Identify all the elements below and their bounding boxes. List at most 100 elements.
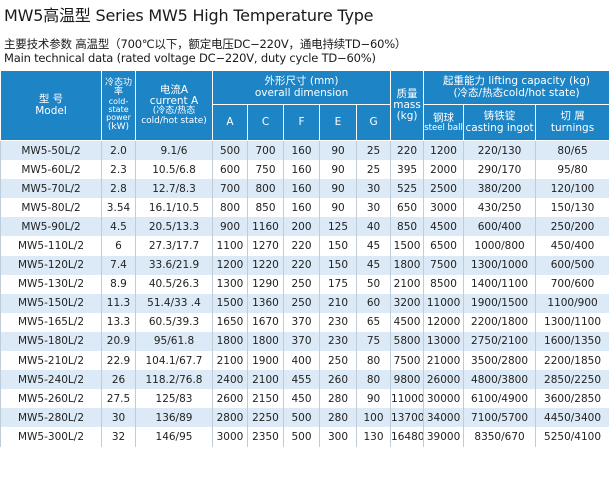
table-cell: 800: [212, 198, 248, 218]
header-dim-g: G: [355, 104, 392, 141]
table-cell: 100: [355, 408, 392, 428]
table-cell: 30000: [423, 389, 465, 409]
table-cell: 700/600: [535, 274, 609, 294]
table-cell: MW5-165L/2: [0, 312, 102, 332]
table-cell: 45: [355, 236, 392, 256]
table-cell: MW5-240L/2: [0, 370, 102, 390]
table-row: MW5-60L/2 2.3 10.5/6.8 600 750 160 90 25 395 2000…: [0, 160, 609, 180]
table-cell: 2200/1800: [463, 312, 537, 332]
table-cell: 75: [355, 331, 392, 352]
table-cell: 300: [319, 427, 357, 447]
table-cell: 750: [247, 160, 284, 180]
table-cell: 400: [283, 351, 320, 371]
header-turnings: 切 屑 turnings: [535, 104, 609, 141]
table-cell: 160: [283, 140, 320, 161]
table-cell: 900: [212, 217, 248, 237]
table-cell: 370: [283, 312, 320, 332]
table-cell: 1300/1000: [463, 255, 537, 275]
table-row: MW5-150L/2 11.3 51.4/33 .4 1500 1360 250 210 60…: [0, 293, 609, 313]
table-cell: 160: [283, 160, 320, 180]
table-cell: 6500: [423, 236, 465, 256]
table-row: MW5-280L/2 30 136/89 2800 2250 500 280 100 13700…: [0, 408, 609, 428]
table-cell: 25: [355, 140, 392, 161]
table-cell: 4450/3400: [535, 408, 609, 428]
table-cell: 30: [355, 198, 392, 218]
table-cell: 7.4: [101, 255, 136, 275]
table-cell: 1900: [247, 351, 284, 371]
table-cell: 40.5/26.3: [135, 274, 213, 294]
table-cell: MW5-260L/2: [0, 389, 102, 409]
table-cell: 7500: [390, 351, 425, 371]
table-cell: 2250: [247, 408, 284, 428]
table-cell: 20.5/13.3: [135, 217, 213, 237]
table-cell: 4.5: [101, 217, 136, 237]
table-cell: 11.3: [101, 293, 136, 313]
table-cell: 120/100: [535, 179, 609, 199]
table-cell: 34000: [423, 408, 465, 428]
table-cell: 32: [101, 427, 136, 447]
table-cell: 16480: [390, 427, 425, 447]
header-dim-a: A: [212, 104, 248, 141]
page-title: MW5高温型 Series MW5 High Temperature Type: [4, 6, 374, 25]
table-cell: 500: [283, 427, 320, 447]
table-cell: 1300: [212, 274, 248, 294]
table-cell: 395: [390, 160, 425, 180]
table-row: MW5-80L/2 3.54 16.1/10.5 800 850 160 90 30 650 30…: [0, 198, 609, 218]
table-cell: MW5-80L/2: [0, 198, 102, 218]
table-row: MW5-120L/2 7.4 33.6/21.9 1200 1220 220 150 45 18…: [0, 255, 609, 275]
table-cell: 90: [319, 140, 357, 161]
table-cell: 250/200: [535, 217, 609, 237]
table-cell: 850: [390, 217, 425, 237]
table-cell: 6100/4900: [463, 389, 537, 409]
table-row: MW5-180L/2 20.9 95/61.8 1800 1800 370 230 75 580…: [0, 331, 609, 352]
table-cell: MW5-70L/2: [0, 179, 102, 199]
table-cell: 90: [319, 179, 357, 199]
table-cell: 290/170: [463, 160, 537, 180]
table-cell: 2.8: [101, 179, 136, 199]
header-steel-ball: 钢球 steel ball: [423, 104, 465, 141]
table-cell: 2100: [212, 351, 248, 371]
table-cell: 150/130: [535, 198, 609, 218]
table-cell: 600/400: [463, 217, 537, 237]
table-cell: 160: [283, 179, 320, 199]
table-cell: 5800: [390, 331, 425, 352]
table-cell: 27.5: [101, 389, 136, 409]
table-cell: 51.4/33 .4: [135, 293, 213, 313]
table-cell: 9800: [390, 370, 425, 390]
table-cell: 60: [355, 293, 392, 313]
table-cell: 13700: [390, 408, 425, 428]
table-cell: 3000: [423, 198, 465, 218]
table-cell: 125: [319, 217, 357, 237]
table-cell: 3500/2800: [463, 351, 537, 371]
table-row: MW5-260L/2 27.5 125/83 2600 2150 450 280 90 1100…: [0, 389, 609, 409]
table-cell: 1800: [247, 331, 284, 352]
table-cell: 21000: [423, 351, 465, 371]
table-cell: 220: [390, 140, 425, 161]
table-cell: 1500: [212, 293, 248, 313]
table-cell: 1270: [247, 236, 284, 256]
table-cell: 650: [390, 198, 425, 218]
table-cell: 600: [212, 160, 248, 180]
table-cell: 1800: [390, 255, 425, 275]
table-cell: 160: [283, 198, 320, 218]
table-cell: MW5-130L/2: [0, 274, 102, 294]
table-cell: 2750/2100: [463, 331, 537, 352]
table-cell: 430/250: [463, 198, 537, 218]
header-casting-ingot: 铸铁锭 casting ingot: [463, 104, 537, 141]
table-cell: 210: [319, 293, 357, 313]
table-cell: 3600/2850: [535, 389, 609, 409]
subtitle-english: Main technical data (rated voltage DC−22…: [4, 51, 376, 65]
table-cell: 455: [283, 370, 320, 390]
table-cell: 146/95: [135, 427, 213, 447]
table-cell: 4500: [390, 312, 425, 332]
table-cell: MW5-280L/2: [0, 408, 102, 428]
header-dim-f: F: [283, 104, 320, 141]
table-cell: 3000: [212, 427, 248, 447]
table-cell: 260: [319, 370, 357, 390]
table-cell: 3.54: [101, 198, 136, 218]
table-cell: 30: [355, 179, 392, 199]
table-cell: 20.9: [101, 331, 136, 352]
table-cell: 380/200: [463, 179, 537, 199]
table-cell: 3200: [390, 293, 425, 313]
table-header: 型 号 Model 冷态功率 cold-state power (kW) 电流A…: [0, 70, 609, 141]
